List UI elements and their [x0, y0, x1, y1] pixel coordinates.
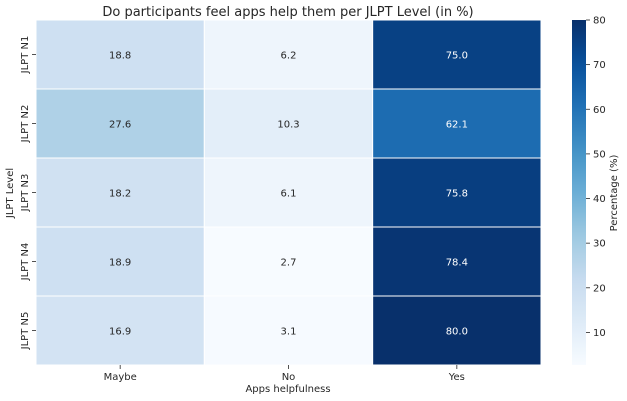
cell-value-label: 75.0 — [446, 51, 468, 62]
heatmap-cell — [203, 88, 374, 159]
heatmap-cell — [372, 19, 542, 90]
y-tick-label: JLPT N3 — [20, 174, 31, 213]
cell-value-label: 16.9 — [109, 327, 131, 338]
cell-value-label: 18.2 — [109, 189, 131, 200]
chart-title: Do participants feel apps help them per … — [102, 5, 473, 20]
heatmap-cell — [203, 157, 374, 228]
heatmap-cell — [35, 19, 205, 90]
x-axis-label: Apps helpfulness — [245, 384, 330, 395]
colorbar-tick-label: 70 — [593, 60, 606, 71]
heatmap-cell — [35, 88, 205, 159]
y-tick-label: JLPT N4 — [20, 243, 31, 282]
cell-value-label: 6.2 — [281, 51, 297, 62]
colorbar-tick-label: 50 — [593, 149, 606, 160]
x-tick-label: Yes — [448, 372, 465, 383]
cell-value-label: 78.4 — [446, 258, 468, 269]
cell-value-label: 80.0 — [446, 327, 468, 338]
y-axis-ticks: JLPT N1 JLPT N2 JLPT N3 JLPT N4 JLPT N5 — [20, 36, 36, 351]
x-tick-label: No — [282, 372, 296, 383]
heatmap-cell — [372, 88, 542, 159]
cell-value-label: 2.7 — [281, 258, 297, 269]
heatmap-cell — [372, 295, 542, 366]
cell-value-label: 3.1 — [281, 327, 297, 338]
heatmap-cell — [372, 226, 542, 297]
y-tick-label: JLPT N1 — [20, 36, 31, 75]
colorbar-tick-label: 20 — [593, 283, 606, 294]
colorbar-ticks: 10 20 30 40 50 60 70 80 — [586, 16, 606, 339]
cell-value-label: 18.9 — [109, 258, 131, 269]
cell-value-label: 62.1 — [446, 120, 468, 131]
heatmap-cell — [203, 295, 374, 366]
colorbar-tick-label: 10 — [593, 328, 606, 339]
heatmap-cell — [35, 226, 205, 297]
colorbar-tick-label: 30 — [593, 239, 606, 250]
colorbar-tick-label: 60 — [593, 105, 606, 116]
colorbar-label: Percentage (%) — [609, 155, 620, 232]
cell-value-label: 75.8 — [446, 189, 468, 200]
y-axis-label: JLPT Level — [5, 168, 16, 219]
heatmap-cells: 18.8 6.2 75.0 27.6 10.3 62.1 18.2 6.1 75.8 18.9 2.… — [35, 19, 542, 366]
x-tick-label: Maybe — [104, 372, 137, 383]
x-axis-ticks: Maybe No Yes — [104, 365, 465, 383]
heatmap-cell — [35, 295, 205, 366]
cell-value-label: 18.8 — [109, 51, 131, 62]
colorbar — [572, 20, 586, 365]
heatmap-cell — [203, 19, 374, 90]
y-tick-label: JLPT N2 — [20, 105, 31, 144]
cell-value-label: 27.6 — [109, 120, 131, 131]
colorbar-tick-label: 80 — [593, 16, 606, 27]
cell-value-label: 6.1 — [281, 189, 297, 200]
colorbar-tick-label: 40 — [593, 194, 606, 205]
y-tick-label: JLPT N5 — [20, 312, 31, 351]
cell-value-label: 10.3 — [277, 120, 299, 131]
